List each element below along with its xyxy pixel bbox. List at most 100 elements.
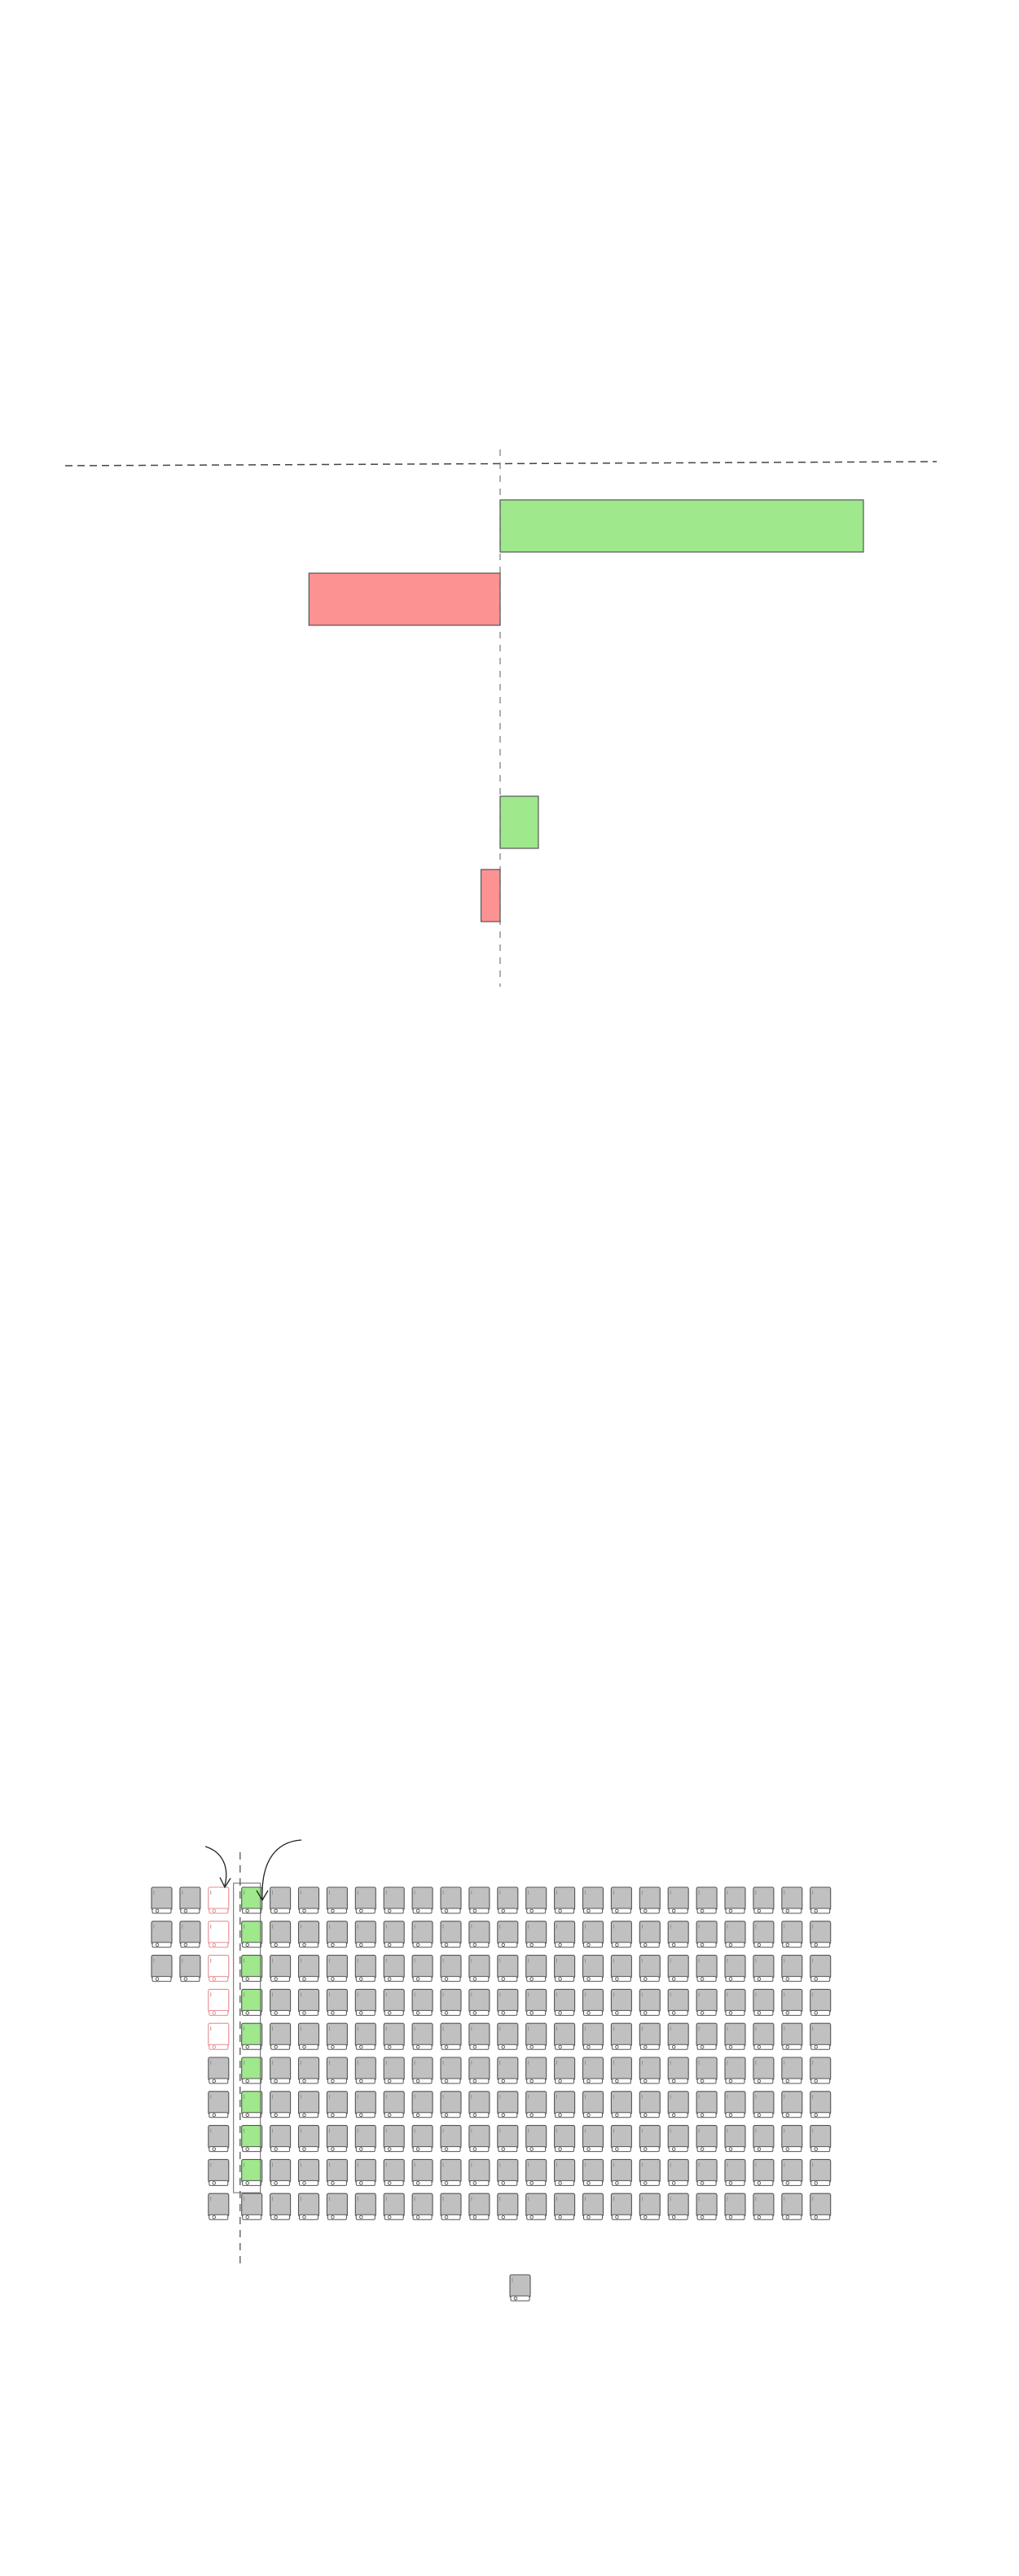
device-body: [297, 1955, 320, 1979]
device-base: [469, 2078, 490, 2084]
device-port: [302, 2011, 306, 2015]
device-base: [355, 2146, 376, 2153]
device-base: [299, 2180, 318, 2186]
device-port: [212, 1943, 217, 1947]
device-body: [497, 2158, 519, 2183]
device-body: [208, 1886, 230, 1911]
device-body: [554, 1886, 576, 1911]
device-port: [331, 1977, 335, 1981]
device-port: [558, 2113, 562, 2118]
device-base: [639, 2009, 660, 2016]
device-base: [555, 2214, 575, 2220]
device-base: [696, 2214, 717, 2220]
device-port: [212, 2044, 217, 2049]
device-body: [724, 1955, 746, 1979]
device-icon: [440, 2091, 462, 2118]
device-base: [583, 2078, 603, 2084]
device-base: [469, 1908, 490, 1914]
device-base: [384, 2214, 404, 2220]
device-icon: [179, 1886, 201, 1914]
device-base: [152, 1976, 172, 1982]
device-port: [444, 2079, 449, 2083]
device-body: [208, 2091, 230, 2115]
device-icon: [354, 2057, 376, 2084]
device-port: [700, 2011, 705, 2015]
device-icon: [297, 2022, 320, 2050]
device-icon: [179, 1921, 201, 1948]
device-base: [441, 2214, 461, 2220]
device-icon: [208, 1955, 230, 1982]
device-port: [302, 2079, 306, 2083]
device-port: [501, 2181, 506, 2185]
device-icon: [610, 2057, 632, 2084]
device-body: [270, 1955, 292, 1979]
device-port: [671, 1908, 676, 1913]
device-icon: [610, 1886, 632, 1914]
device-icon: [440, 1988, 462, 2016]
device-base: [639, 2214, 660, 2220]
device-body: [781, 1886, 803, 1911]
device-base: [782, 2214, 802, 2220]
device-port: [814, 2113, 818, 2118]
device-body: [582, 1955, 604, 1979]
device-body: [270, 1886, 292, 1911]
device-icon: [270, 2057, 292, 2084]
device-icon: [270, 1886, 292, 1914]
device-port: [700, 1977, 705, 1981]
device-port: [814, 2011, 818, 2015]
device-body: [326, 2158, 348, 2183]
device-body: [781, 1921, 803, 1945]
device-body: [724, 1988, 746, 2013]
device-body: [667, 2193, 689, 2217]
device-icon: [270, 1955, 292, 1982]
device-icon: [610, 1955, 632, 1982]
device-port: [212, 2011, 217, 2015]
device-base: [696, 1976, 717, 1982]
device-base: [209, 2078, 229, 2084]
device-body: [582, 2193, 604, 2217]
device-base: [526, 2044, 547, 2050]
device-body: [610, 2193, 632, 2217]
device-body: [753, 2057, 775, 2081]
device-base: [753, 2078, 774, 2084]
device-body: [696, 1955, 718, 1979]
device-port: [757, 1977, 762, 1981]
device-port: [728, 2011, 733, 2015]
device-port: [700, 1908, 705, 1913]
device-body: [667, 2057, 689, 2081]
device-body: [696, 2022, 718, 2047]
device-icon: [208, 2193, 230, 2220]
device-body: [639, 1955, 661, 1979]
device-icon: [411, 2057, 433, 2084]
device-body: [383, 2022, 405, 2047]
device-body: [753, 2091, 775, 2115]
device-base: [384, 2112, 404, 2118]
device-port: [245, 1908, 249, 1913]
device-port: [728, 2079, 733, 2083]
device-port: [700, 2181, 705, 2185]
device-body: [582, 2125, 604, 2149]
device-base: [782, 2009, 802, 2016]
device-icon: [241, 1955, 263, 1982]
device-base: [583, 2214, 603, 2220]
device-body: [383, 2158, 405, 2183]
device-body: [297, 2057, 320, 2081]
device-base: [441, 1976, 461, 1982]
device-body: [497, 2057, 519, 2081]
device-base: [412, 1976, 433, 1982]
device-base: [810, 1976, 831, 1982]
device-base: [242, 2112, 262, 2118]
device-port: [643, 2113, 648, 2118]
device-body: [383, 2057, 405, 2081]
device-icon: [667, 2022, 689, 2050]
device-icon: [208, 1988, 230, 2016]
device-icon: [696, 1886, 718, 1914]
device-icon: [582, 2158, 604, 2186]
device-icon: [667, 2193, 689, 2220]
device-icon: [326, 2091, 348, 2118]
device-body: [411, 2091, 433, 2115]
device-icon: [525, 2193, 547, 2220]
device-body: [270, 2091, 292, 2115]
device-base: [327, 1908, 347, 1914]
